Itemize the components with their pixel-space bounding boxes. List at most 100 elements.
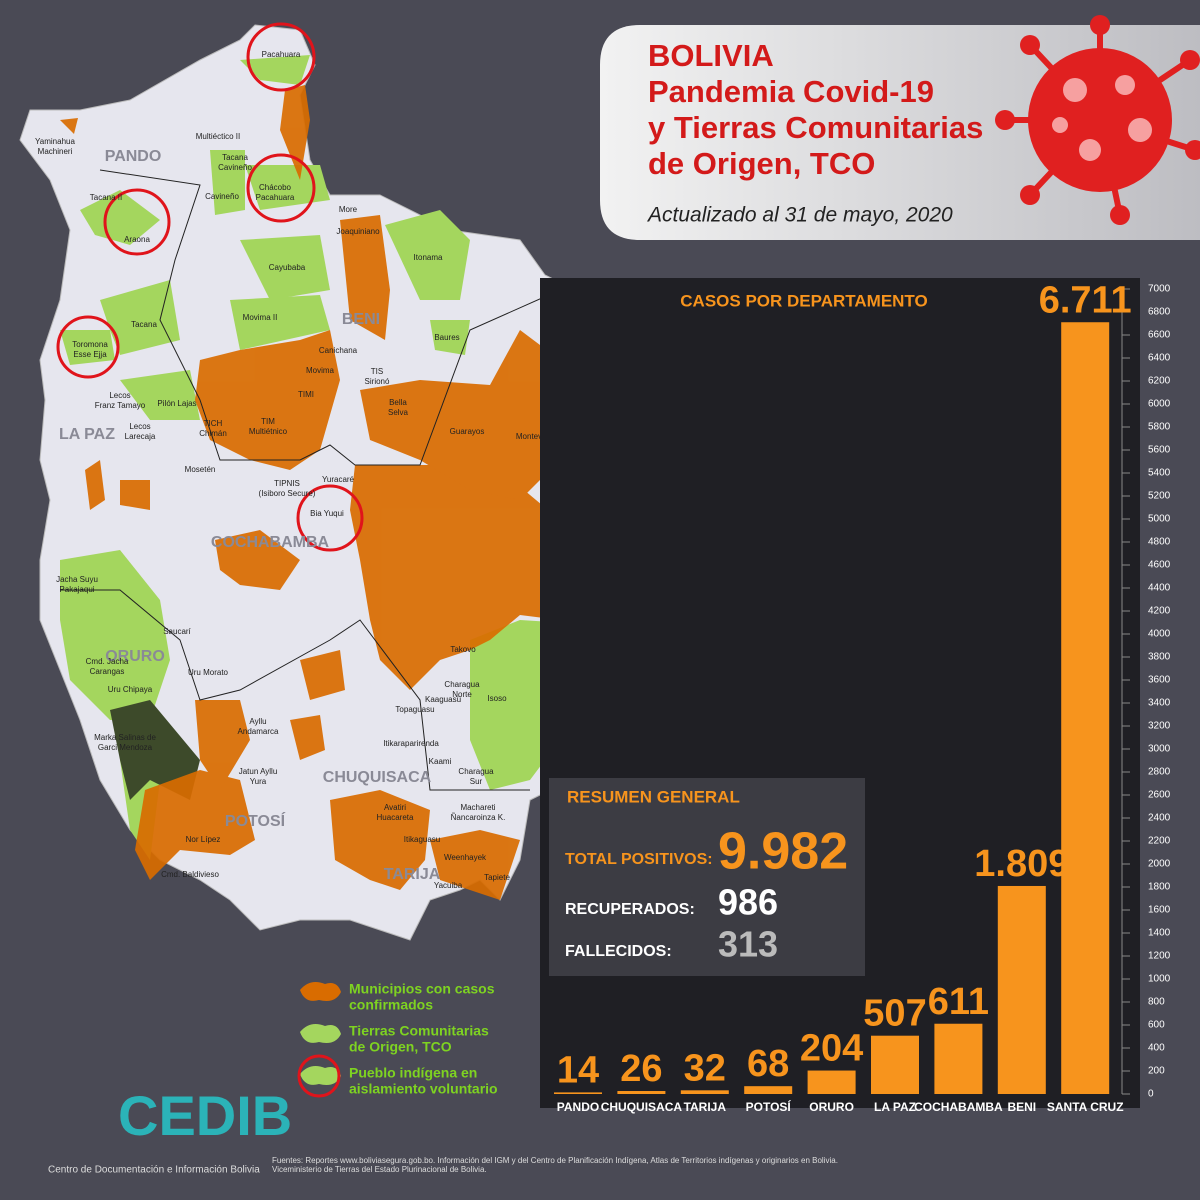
territory-label: Movima II	[243, 313, 278, 322]
territory-label: Saucarí	[163, 627, 191, 636]
title-line: Pandemia Covid-19	[648, 74, 934, 109]
territory-label: Tacana	[222, 153, 248, 162]
department-label: BENI	[342, 311, 380, 328]
tco-dark	[110, 700, 200, 800]
y-tick-label: 3000	[1148, 744, 1171, 755]
territory-label: TIMI	[298, 390, 314, 399]
department-label: POTOSÍ	[225, 811, 286, 830]
department-label: ORURO	[105, 648, 165, 665]
territory-label: TIS	[371, 367, 383, 376]
y-tick-label: 200	[1148, 1066, 1165, 1077]
y-tick-label: 1800	[1148, 882, 1171, 893]
y-tick-label: 2400	[1148, 813, 1171, 824]
territory-label: Itikaraparirenda	[383, 739, 439, 748]
territory-label: Takovo	[450, 645, 476, 654]
territory-label: Franz Tamayo	[95, 401, 146, 410]
y-tick-label: 3200	[1148, 721, 1171, 732]
y-tick-label: 5400	[1148, 468, 1171, 479]
y-tick-label: 6800	[1148, 307, 1171, 318]
legend-circle	[297, 1054, 341, 1098]
territory-label: Baures	[434, 333, 459, 342]
y-tick-label: 4800	[1148, 537, 1171, 548]
territory-label: Canichana	[319, 346, 358, 355]
value-label: 507	[863, 993, 926, 1035]
territory-label: Itikaguasu	[404, 835, 440, 844]
territory-label: Selva	[388, 408, 409, 417]
summary-title: RESUMEN GENERAL	[567, 787, 740, 806]
territory-label: Norte	[452, 690, 472, 699]
bar	[1061, 322, 1110, 1094]
territory-label: Jacha Suyu	[56, 575, 98, 584]
y-tick-label: 3400	[1148, 698, 1171, 709]
bar	[744, 1086, 793, 1094]
title-line: de Origen, TCO	[648, 146, 875, 181]
y-tick-label: 6000	[1148, 399, 1171, 410]
y-tick-label: 1000	[1148, 974, 1171, 985]
summary-box	[549, 778, 865, 976]
legend-label: Municipios con casos	[349, 981, 495, 997]
bar	[934, 1023, 983, 1094]
territory-label: Lecos	[129, 422, 150, 431]
territory-label: Kaaguasú	[425, 695, 461, 704]
territory-label: Pacahuara	[256, 193, 295, 202]
territory-label: Bella	[389, 398, 407, 407]
territory-label: Andamarca	[238, 727, 279, 736]
territory-label: Yuracaré	[322, 475, 355, 484]
territory-label: Isoso	[487, 694, 507, 703]
territory-label: Chácobo	[259, 183, 292, 192]
value-label: 68	[747, 1043, 789, 1085]
y-tick-label: 0	[1148, 1089, 1154, 1100]
chart-panel	[540, 278, 1140, 1108]
y-tick-label: 3800	[1148, 652, 1171, 663]
territory-label: Machineri	[38, 147, 73, 156]
department-label: LA PAZ	[59, 426, 115, 443]
y-tick-label: 5000	[1148, 514, 1171, 525]
y-tick-label: 1200	[1148, 951, 1171, 962]
territory-label: Cmd. Baldivieso	[161, 870, 219, 879]
territory-label: Araona	[124, 235, 150, 244]
territory-label: Topaguasu	[395, 705, 434, 714]
territory-label: Tacana II	[90, 193, 122, 202]
summary-label: FALLECIDOS:	[565, 943, 672, 960]
x-tick-label: LA PAZ	[874, 1100, 916, 1114]
y-tick-label: 5600	[1148, 445, 1171, 456]
y-tick-label: 2800	[1148, 767, 1171, 778]
territory-label: Cayubaba	[269, 263, 306, 272]
territory-label: Cavineño	[218, 163, 252, 172]
territory-label: Machareti	[460, 803, 495, 812]
territory-label: Jatun Ayllu	[239, 767, 278, 776]
territory-label: Chimán	[199, 429, 227, 438]
virus-icon	[995, 15, 1200, 225]
value-label: 14	[557, 1049, 599, 1091]
territory-label: Marka Salinas de	[94, 733, 156, 742]
territory-label: Movima	[306, 366, 335, 375]
territory-label: Itonama	[414, 253, 443, 262]
territory-label: Uru Morato	[188, 668, 229, 677]
subtitle: Actualizado al 31 de mayo, 2020	[646, 204, 953, 227]
territory-label: TICH	[204, 419, 223, 428]
x-tick-label: ORURO	[809, 1100, 854, 1114]
summary-label: TOTAL POSITIVOS:	[565, 851, 713, 868]
bar	[807, 1070, 856, 1094]
territory-label: Guarayos	[450, 427, 485, 436]
territory-label: Sirionó	[365, 377, 390, 386]
y-tick-label: 4200	[1148, 606, 1171, 617]
bar	[617, 1091, 666, 1094]
territory-label: Toromona	[72, 340, 108, 349]
x-tick-label: PANDO	[557, 1100, 599, 1114]
value-label: 32	[684, 1047, 726, 1089]
department-label: CHUQUISACA	[323, 769, 432, 786]
summary-value: 313	[718, 924, 778, 965]
title-line: BOLIVIA	[648, 38, 774, 73]
territory-label: Multiétnico	[249, 427, 288, 436]
summary-value: 986	[718, 882, 778, 923]
territory-label: Yura	[250, 777, 267, 786]
y-tick-label: 6400	[1148, 353, 1171, 364]
y-tick-label: 2600	[1148, 790, 1171, 801]
value-label: 204	[800, 1028, 863, 1070]
value-label: 611	[928, 981, 989, 1023]
bar	[680, 1090, 729, 1094]
x-tick-label: BENI	[1007, 1100, 1036, 1114]
bar	[997, 885, 1046, 1094]
territory-label: Larecaja	[125, 432, 156, 441]
